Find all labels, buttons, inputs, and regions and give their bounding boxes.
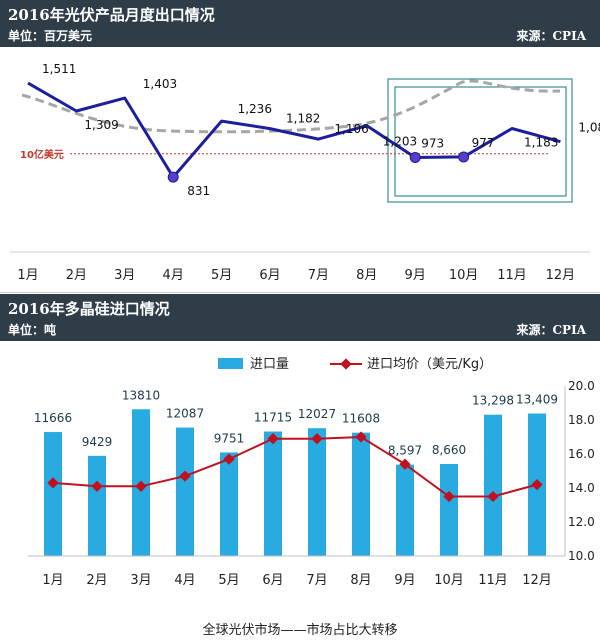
price-marker	[47, 477, 59, 489]
right-axis-tick-label: 14.0	[568, 481, 595, 495]
x-tick-label: 2月	[66, 268, 87, 283]
import-chart-header: 2016年多晶硅进口情况 单位：吨 来源：CPIA	[0, 294, 600, 341]
import-chart-unit: 单位：吨	[8, 323, 57, 337]
x-tick-label: 6月	[259, 268, 280, 283]
bar-data-label: 8,597	[388, 444, 422, 458]
right-axis-tick-label: 12.0	[568, 515, 595, 529]
x-tick-label: 12月	[522, 573, 552, 588]
legend-swatch-marker	[340, 358, 352, 370]
bar	[396, 464, 414, 556]
x-tick-label: 11月	[478, 573, 508, 588]
bar	[88, 455, 106, 556]
x-tick-label: 8月	[356, 268, 377, 283]
bar	[308, 428, 326, 556]
price-marker	[267, 433, 279, 445]
legend-label-line: 进口均价（美元/Kg）	[367, 357, 492, 372]
trend-line	[21, 79, 561, 134]
export-line-chart: 10亿美元 1,511 1,309 1,403 831 1,236 1,182 1,106 1,…	[10, 62, 600, 283]
bar-data-label: 12027	[298, 407, 336, 421]
right-axis-tick-label: 18.0	[568, 413, 595, 427]
import-chart-source: 来源：CPIA	[516, 323, 587, 337]
x-tick-label: 8月	[350, 573, 371, 588]
bar-data-label: 11666	[34, 411, 72, 425]
price-marker	[311, 433, 323, 445]
bar-data-label: 8,660	[432, 443, 466, 457]
bar-data-label: 9429	[82, 435, 113, 449]
x-tick-label: 10月	[449, 268, 479, 283]
x-tick-label: 7月	[308, 268, 329, 283]
x-tick-label: 1月	[17, 268, 38, 283]
bar	[176, 427, 194, 556]
x-tick-label: 3月	[114, 268, 135, 283]
legend-swatch-bar	[218, 358, 243, 369]
data-point-marker	[167, 171, 179, 183]
x-tick-label: 2月	[86, 573, 107, 588]
import-combo-chart: 进口量 进口均价（美元/Kg） 11666 9429 13810 12087 9751 117…	[28, 357, 595, 588]
data-label: 1,183	[524, 135, 558, 149]
x-tick-label: 4月	[174, 573, 195, 588]
bar-data-label: 11715	[254, 411, 292, 425]
bar	[264, 431, 282, 556]
data-label: 1,309	[84, 118, 118, 132]
x-tick-label: 4月	[163, 268, 184, 283]
export-chart-source: 来源：CPIA	[516, 29, 587, 43]
bar-data-label: 13,409	[516, 393, 558, 407]
export-chart-unit: 单位：百万美元	[8, 29, 93, 43]
export-chart-title: 2016年光伏产品月度出口情况	[8, 6, 215, 24]
bar-data-label: 9751	[214, 431, 245, 445]
x-tick-label: 1月	[42, 573, 63, 588]
price-marker	[443, 490, 455, 503]
legend-label-bar: 进口量	[250, 357, 289, 372]
data-label: 831	[187, 184, 210, 198]
figure-caption: 全球光伏市场——市场占比大转移	[202, 623, 398, 638]
right-axis-tick-label: 10.0	[568, 549, 595, 563]
bar	[484, 414, 502, 556]
bar-data-label: 13,298	[472, 394, 514, 408]
x-tick-label: 11月	[497, 268, 527, 283]
bar	[44, 432, 62, 556]
price-line	[52, 435, 538, 498]
panel-separator	[0, 292, 600, 293]
bar-data-label: 13810	[122, 388, 160, 402]
price-marker	[135, 480, 147, 492]
x-tick-label: 5月	[218, 573, 239, 588]
highlight-box	[394, 86, 567, 197]
data-label: 1,203	[383, 135, 417, 149]
x-tick-label: 6月	[262, 573, 283, 588]
x-tick-label: 12月	[546, 268, 576, 283]
data-label: 1,182	[286, 112, 320, 126]
price-marker	[487, 490, 499, 503]
right-axis-tick-label: 20.0	[568, 379, 595, 393]
x-tick-label: 10月	[434, 573, 464, 588]
price-marker	[399, 458, 411, 470]
series-line	[27, 81, 561, 179]
x-tick-label: 3月	[130, 573, 151, 588]
price-marker	[91, 480, 103, 492]
data-label: 973	[421, 136, 444, 150]
data-label: 1,236	[238, 102, 272, 116]
data-point-marker	[458, 151, 470, 163]
bar	[440, 463, 458, 556]
data-label: 1,106	[334, 122, 368, 136]
data-label: 1,403	[143, 77, 177, 91]
reference-line-label: 10亿美元	[20, 148, 64, 161]
bar	[220, 452, 238, 556]
x-tick-label: 5月	[211, 268, 232, 283]
data-label: 1,511	[42, 62, 76, 76]
data-point-marker	[409, 151, 421, 163]
import-chart-title: 2016年多晶硅进口情况	[8, 300, 170, 318]
bar	[352, 432, 370, 556]
right-axis-tick-label: 16.0	[568, 447, 595, 461]
data-label: 1,087	[578, 121, 600, 135]
price-marker	[531, 478, 543, 491]
bar-data-label: 11608	[342, 412, 380, 426]
export-chart-header: 2016年光伏产品月度出口情况 单位：百万美元 来源：CPIA	[0, 0, 600, 47]
x-tick-label: 9月	[405, 268, 426, 283]
x-tick-label: 9月	[394, 573, 415, 588]
price-marker	[179, 470, 191, 482]
bar-data-label: 12087	[166, 407, 204, 421]
data-label: 977	[472, 136, 495, 150]
x-tick-label: 7月	[306, 573, 327, 588]
